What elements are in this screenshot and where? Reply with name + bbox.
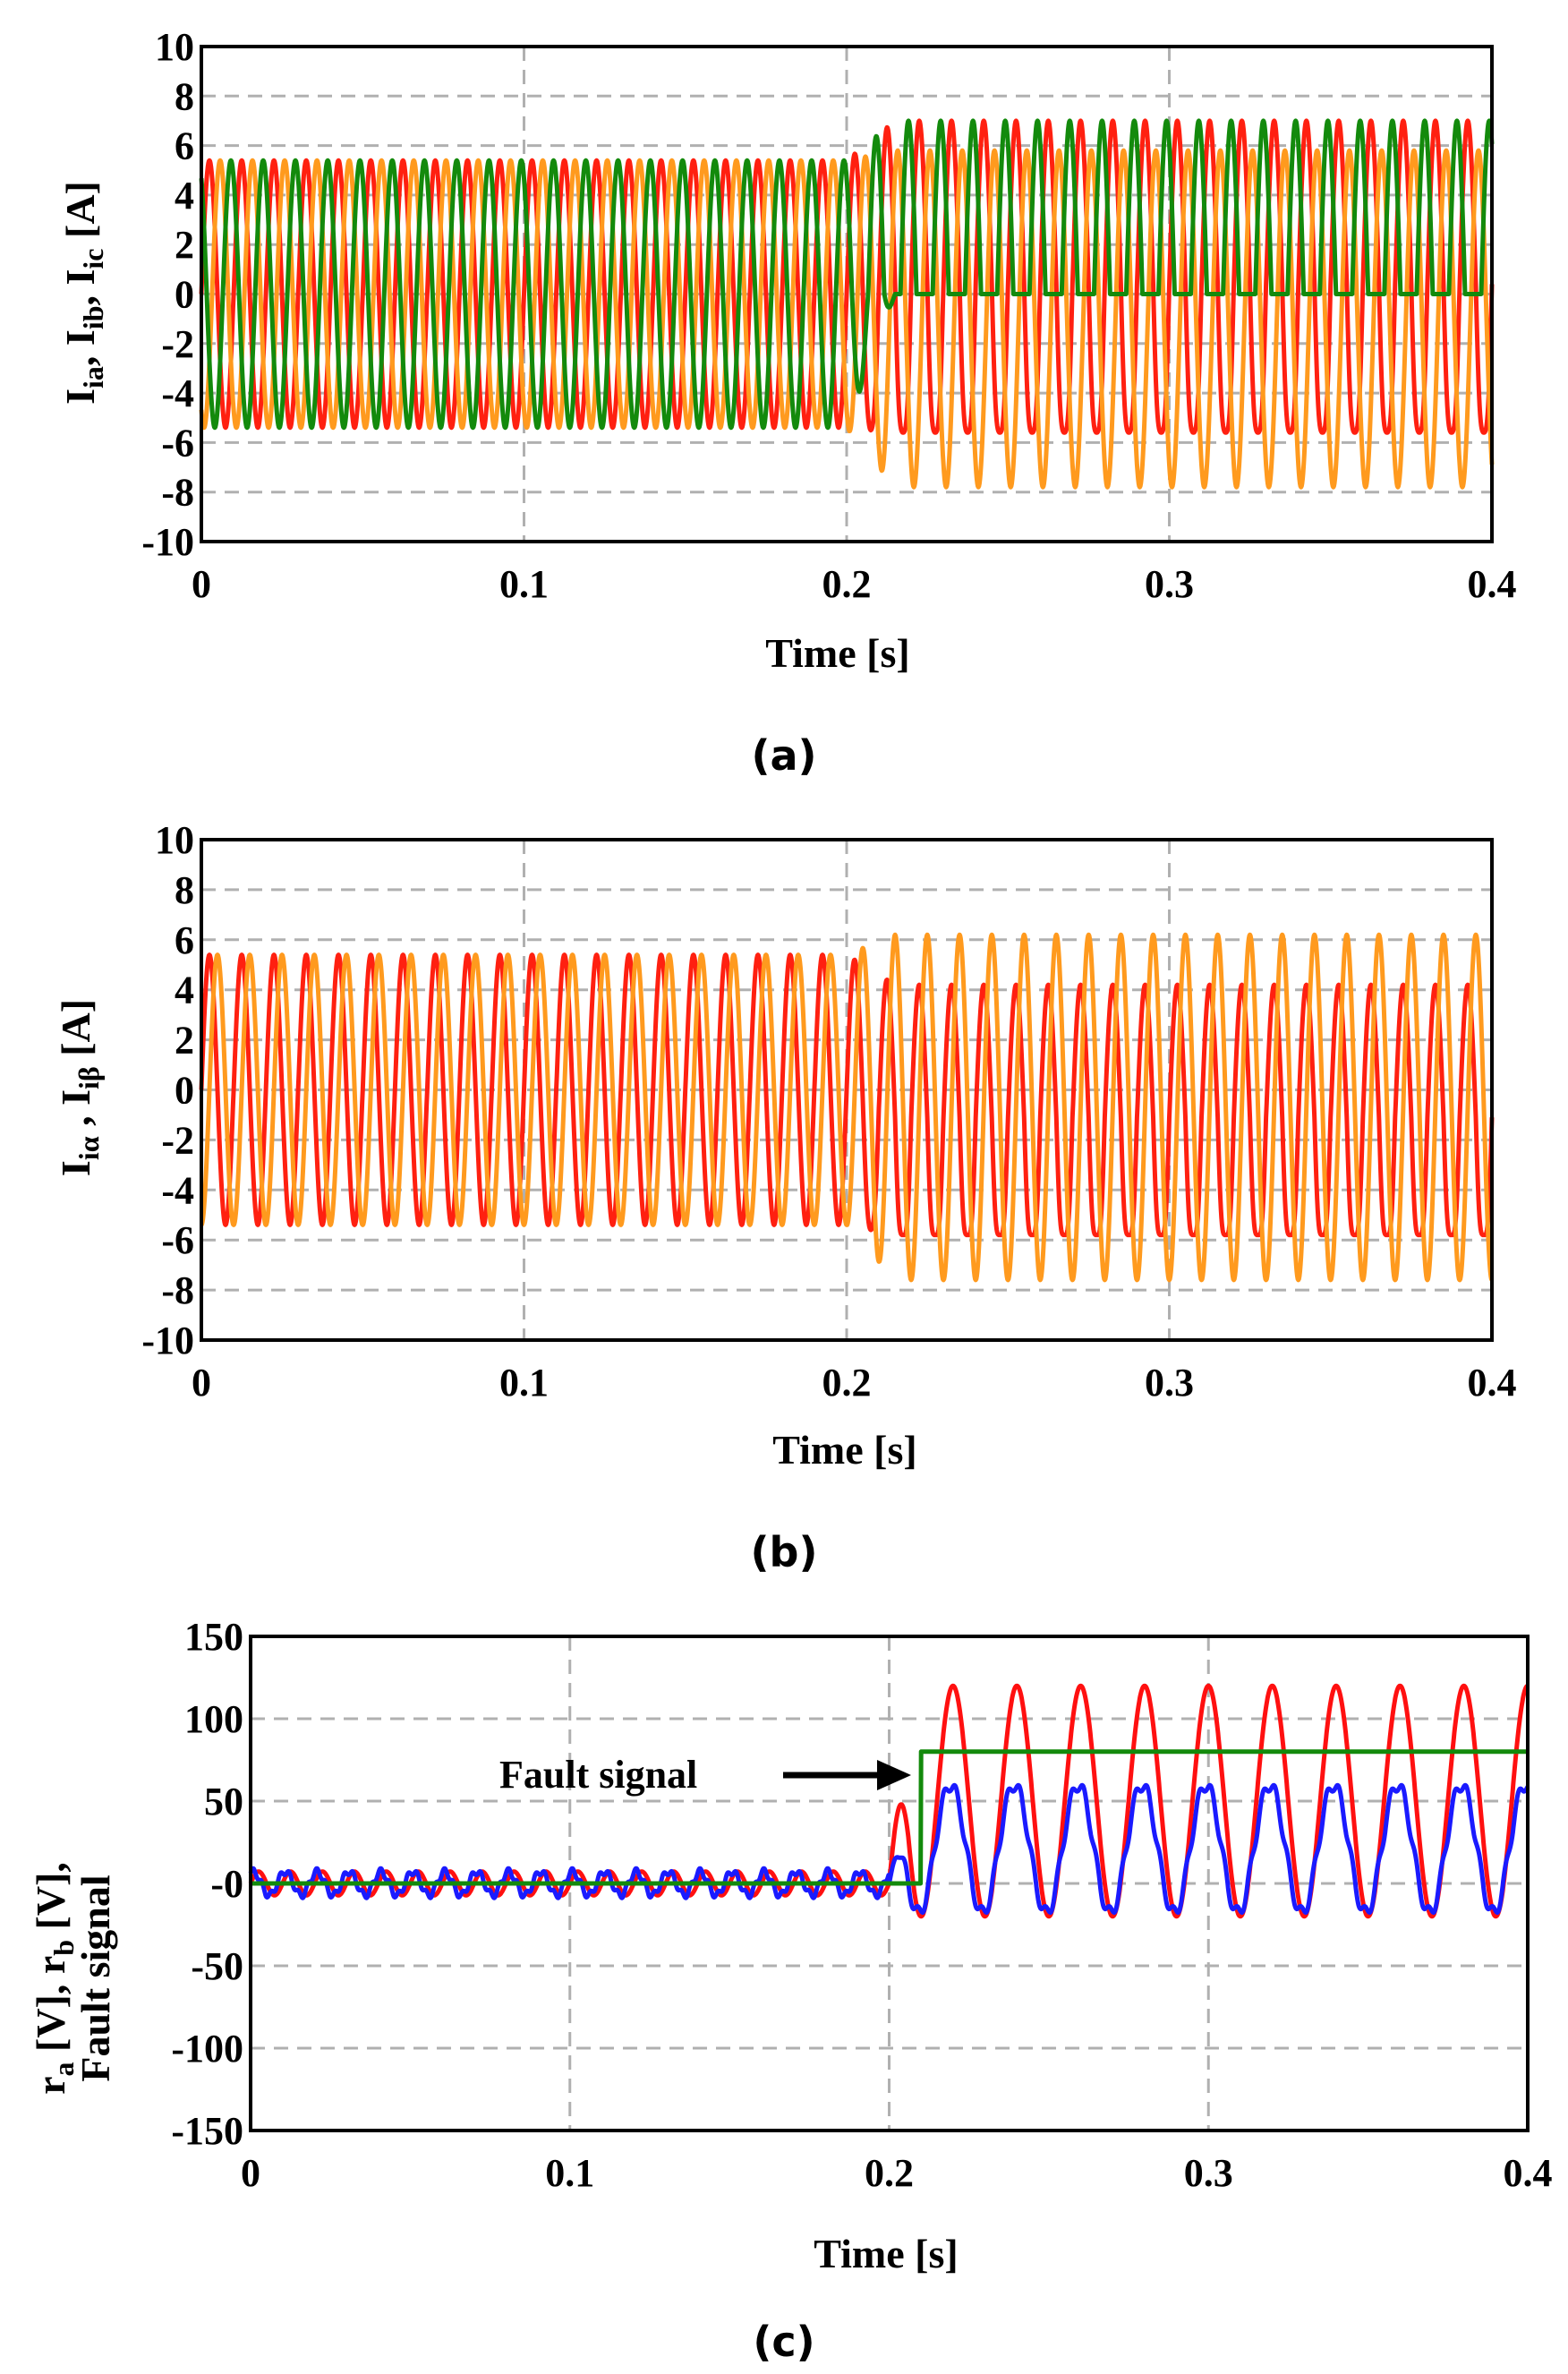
panel-a-y-ticks: 10 8 6 4 2 0 -2 -4 -6 -8 -10	[141, 25, 194, 564]
panel-b-y-tick-label: 8	[175, 868, 194, 912]
panel-b-x-tick-label: 0.2	[822, 1361, 872, 1405]
panel-b-y-tick-label: 10	[155, 818, 194, 862]
panel-b-y-tick-label: 6	[175, 918, 194, 962]
panel-a-y-tick-label: 8	[175, 74, 194, 118]
panel-a-y-tick-label: -2	[161, 322, 194, 366]
panel-a-x-tick-label: 0.1	[499, 562, 549, 606]
panel-c-y-tick-label: 100	[184, 1697, 243, 1741]
panel-b: 10 8 6 4 2 0 -2 -4 -6 -8 -10 0 0.1 0.2 0.3 0.4 Time [s…	[53, 818, 1517, 1576]
panel-b-y-tick-label: 2	[175, 1019, 194, 1063]
panel-a-x-tick-label: 0.2	[822, 562, 872, 606]
panel-c-y-ticks: 150 100 50 -0 -50 -100 -150	[171, 1615, 243, 2153]
panel-c-frame	[249, 1635, 1530, 2132]
fault-signal-annotation-text: Fault signal	[499, 1753, 697, 1797]
panel-a-x-ticks: 0 0.1 0.2 0.3 0.4	[192, 562, 1517, 606]
panel-b-x-axis-label: Time [s]	[772, 1427, 916, 1473]
panel-b-x-tick-label: 0.3	[1145, 1361, 1194, 1405]
panel-a-series-i-ib	[199, 148, 1495, 490]
panel-c-x-tick-label: 0.1	[545, 2151, 594, 2195]
panel-b-y-tick-label: 4	[175, 969, 194, 1012]
panel-b-y-tick-label: 0	[175, 1069, 194, 1113]
panel-c-y-tick-label: -100	[171, 2027, 243, 2071]
panel-a-caption: (a)	[751, 731, 816, 780]
panel-a-y-tick-label: -10	[141, 520, 194, 564]
panel-b-caption: (b)	[751, 1528, 818, 1576]
fault-signal-annotation: Fault signal	[499, 1753, 911, 1797]
panel-c: 150 100 50 -0 -50 -100 -150 0 0.1 0.2 0.3 0.4 Faul…	[28, 1615, 1553, 2366]
panel-a-y-tick-label: 6	[175, 124, 194, 168]
panel-a-y-axis-label: Iia, Iib, Iic [A]	[57, 181, 109, 405]
panel-a-x-tick-label: 0.4	[1468, 562, 1517, 606]
panel-c-x-tick-label: 0	[241, 2151, 260, 2195]
panel-a-x-tick-label: 0	[192, 562, 211, 606]
panel-b-x-tick-label: 0.1	[499, 1361, 549, 1405]
panel-a-y-tick-label: -6	[161, 421, 194, 465]
panel-a-frame	[200, 45, 1494, 543]
panel-c-caption: (c)	[753, 2318, 814, 2366]
panel-c-y-tick-label: -150	[171, 2109, 243, 2153]
panel-b-y-axis-label: Iiα , Iiβ [A]	[53, 999, 105, 1176]
panel-c-y-axis-label-line1: ra [V], rb [V],	[28, 1862, 80, 2095]
panel-a-y-tick-label: -4	[161, 371, 194, 415]
panel-a-y-tick-label: -8	[161, 471, 194, 515]
panel-b-y-tick-label: -6	[161, 1218, 194, 1262]
panel-b-x-tick-label: 0	[192, 1361, 211, 1405]
panel-a-y-tick-label: 0	[175, 273, 194, 317]
panel-a-series-i-ia	[199, 118, 1495, 435]
panel-b-y-tick-label: -4	[161, 1168, 194, 1212]
panel-a-series-i-ic	[199, 118, 1495, 431]
fault-signal-arrow-head	[877, 1760, 911, 1790]
panel-b-y-ticks: 10 8 6 4 2 0 -2 -4 -6 -8 -10	[141, 818, 194, 1362]
panel-b-y-tick-label: -8	[161, 1268, 194, 1312]
panel-c-x-tick-label: 0.2	[865, 2151, 914, 2195]
panel-c-y-axis-label-line2: Fault signal	[72, 1874, 118, 2081]
panel-b-x-tick-label: 0.4	[1468, 1361, 1517, 1405]
panel-c-y-tick-label: -50	[191, 1944, 243, 1988]
panel-b-series-i-i-	[199, 932, 1495, 1283]
panel-a-traces	[199, 118, 1495, 490]
panel-a-y-tick-label: 10	[155, 25, 194, 69]
panel-a-y-tick-label: 2	[175, 223, 194, 267]
panel-a-x-axis-label: Time [s]	[765, 630, 909, 676]
panel-b-x-ticks: 0 0.1 0.2 0.3 0.4	[192, 1361, 1517, 1405]
panel-c-y-tick-label: 150	[184, 1615, 243, 1659]
panel-b-y-tick-label: -2	[161, 1118, 194, 1162]
panel-c-traces	[248, 1683, 1530, 1919]
panel-a-x-tick-label: 0.3	[1145, 562, 1194, 606]
panel-c-y-tick-label: -0	[210, 1862, 243, 1906]
panel-c-series-fault-signal	[249, 1749, 1530, 1886]
panel-a: 10 8 6 4 2 0 -2 -4 -6 -8 -10 0 0.1 0.2 0.3 0.4 Time [s…	[57, 25, 1517, 780]
panel-b-y-tick-label: -10	[141, 1319, 194, 1362]
panel-b-traces	[199, 932, 1495, 1283]
panel-a-y-tick-label: 4	[175, 174, 194, 218]
panel-b-frame	[200, 838, 1494, 1342]
panel-c-x-tick-label: 0.3	[1184, 2151, 1233, 2195]
panel-c-y-tick-label: 50	[204, 1780, 243, 1823]
panel-c-y-axis-label: ra [V], rb [V], Fault signal	[28, 1862, 118, 2095]
panel-c-x-ticks: 0 0.1 0.2 0.3 0.4	[241, 2151, 1553, 2195]
panel-c-x-axis-label: Time [s]	[814, 2231, 958, 2276]
panel-c-x-tick-label: 0.4	[1504, 2151, 1553, 2195]
